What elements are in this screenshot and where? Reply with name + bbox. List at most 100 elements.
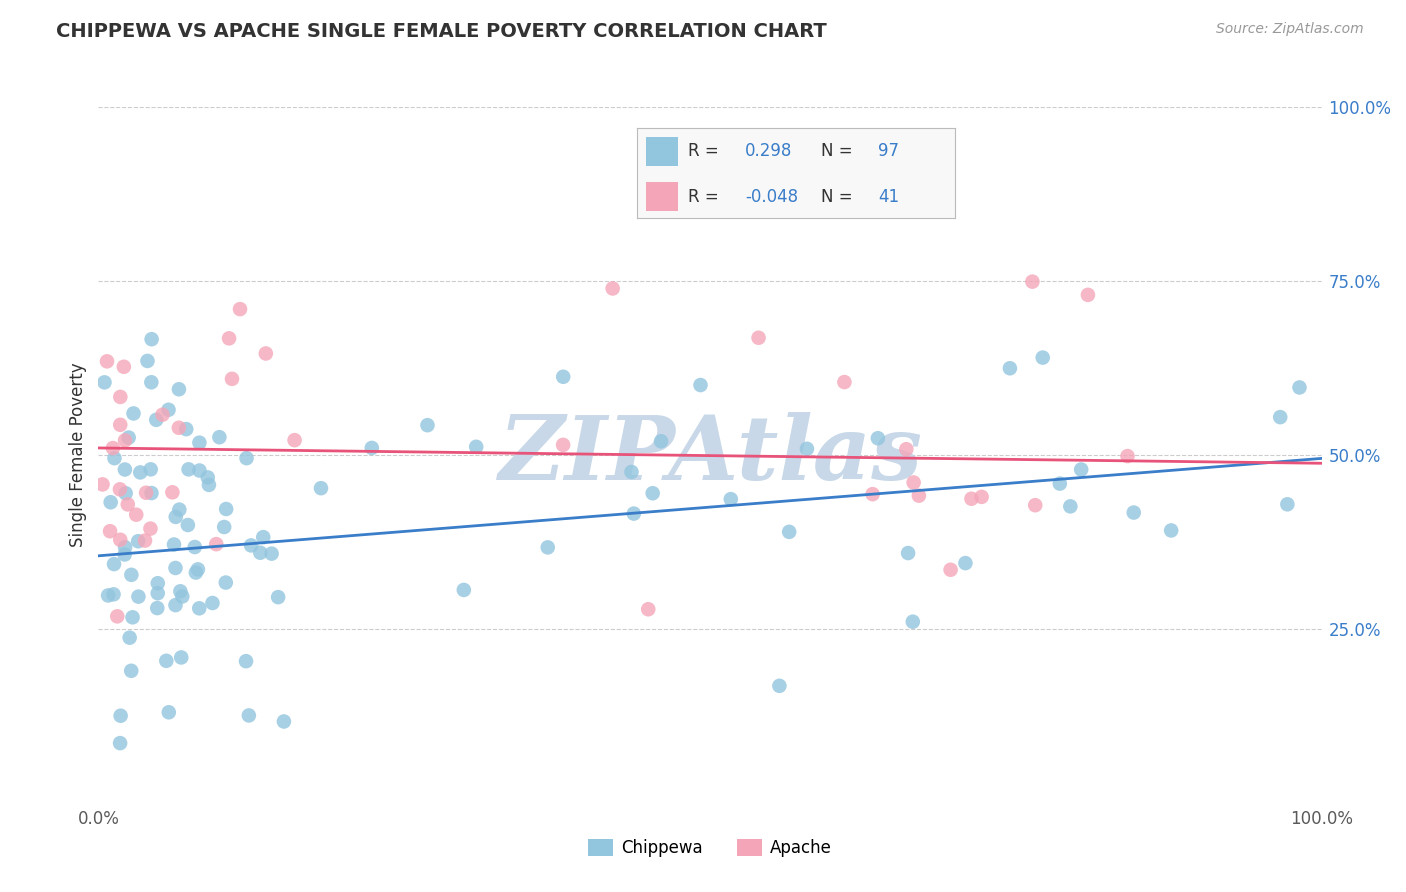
- Point: [235, 654, 257, 668]
- Point: [1116, 449, 1139, 463]
- Point: [267, 590, 290, 604]
- Point: [103, 451, 125, 466]
- Point: [897, 546, 920, 560]
- Point: [110, 533, 132, 547]
- Point: [551, 438, 574, 452]
- Point: [1070, 462, 1092, 476]
- Point: [553, 369, 575, 384]
- Point: [453, 582, 475, 597]
- Point: [1277, 497, 1299, 511]
- Point: [955, 556, 977, 570]
- Point: [188, 601, 211, 615]
- Point: [416, 418, 439, 433]
- Point: [146, 586, 169, 600]
- Point: [177, 518, 200, 533]
- Point: [284, 433, 307, 447]
- Point: [641, 486, 664, 500]
- Text: 0.298: 0.298: [745, 143, 792, 161]
- Point: [165, 561, 187, 575]
- Point: [188, 435, 211, 450]
- Point: [1021, 275, 1043, 289]
- Point: [249, 546, 271, 560]
- Point: [862, 487, 884, 501]
- Point: [121, 610, 143, 624]
- Point: [866, 431, 889, 445]
- Point: [135, 485, 157, 500]
- Point: [1288, 380, 1310, 394]
- Point: [136, 354, 159, 368]
- Point: [118, 431, 141, 445]
- Point: [112, 359, 135, 374]
- Point: [134, 533, 156, 548]
- Point: [1059, 500, 1081, 514]
- Point: [100, 495, 122, 509]
- Point: [98, 524, 121, 539]
- Point: [184, 540, 207, 554]
- Point: [1077, 288, 1099, 302]
- Point: [903, 475, 925, 490]
- Point: [110, 417, 132, 432]
- Point: [139, 462, 162, 476]
- Text: R =: R =: [688, 143, 724, 161]
- Point: [165, 598, 187, 612]
- Point: [169, 584, 191, 599]
- Point: [218, 331, 240, 345]
- Point: [834, 375, 856, 389]
- Point: [114, 548, 136, 562]
- Point: [101, 441, 124, 455]
- Point: [157, 706, 180, 720]
- Point: [768, 679, 790, 693]
- Point: [170, 650, 193, 665]
- Point: [1122, 506, 1144, 520]
- Point: [720, 492, 742, 507]
- Point: [141, 486, 163, 500]
- Text: ZIPAtlas: ZIPAtlas: [499, 412, 921, 498]
- Point: [118, 631, 141, 645]
- Point: [141, 376, 163, 390]
- Point: [146, 601, 169, 615]
- Text: Source: ZipAtlas.com: Source: ZipAtlas.com: [1216, 22, 1364, 37]
- Point: [260, 547, 283, 561]
- Point: [188, 463, 211, 477]
- Point: [187, 562, 209, 576]
- Text: 41: 41: [879, 187, 900, 206]
- Point: [970, 490, 993, 504]
- Point: [208, 430, 231, 444]
- Point: [623, 507, 645, 521]
- Point: [96, 354, 118, 368]
- Point: [169, 502, 191, 516]
- Point: [117, 497, 139, 511]
- Point: [778, 524, 800, 539]
- Point: [908, 489, 931, 503]
- Point: [201, 596, 224, 610]
- Point: [110, 390, 132, 404]
- Point: [360, 441, 382, 455]
- Point: [120, 664, 142, 678]
- Text: N =: N =: [821, 187, 858, 206]
- Point: [139, 522, 162, 536]
- Point: [127, 590, 149, 604]
- Point: [177, 462, 200, 476]
- Point: [1270, 410, 1292, 425]
- Legend: Chippewa, Apache: Chippewa, Apache: [582, 832, 838, 864]
- Point: [198, 478, 221, 492]
- Point: [105, 609, 128, 624]
- Point: [184, 566, 207, 580]
- Point: [221, 372, 243, 386]
- Point: [103, 587, 125, 601]
- Point: [215, 502, 238, 516]
- Point: [145, 413, 167, 427]
- Point: [215, 575, 238, 590]
- Point: [309, 481, 332, 495]
- Point: [122, 407, 145, 421]
- Text: CHIPPEWA VS APACHE SINGLE FEMALE POVERTY CORRELATION CHART: CHIPPEWA VS APACHE SINGLE FEMALE POVERTY…: [56, 22, 827, 41]
- Point: [901, 615, 924, 629]
- Point: [114, 541, 136, 555]
- Point: [114, 462, 136, 476]
- Point: [167, 382, 190, 396]
- Point: [960, 491, 983, 506]
- Point: [896, 442, 918, 457]
- Point: [103, 557, 125, 571]
- Point: [229, 302, 252, 317]
- Point: [108, 736, 131, 750]
